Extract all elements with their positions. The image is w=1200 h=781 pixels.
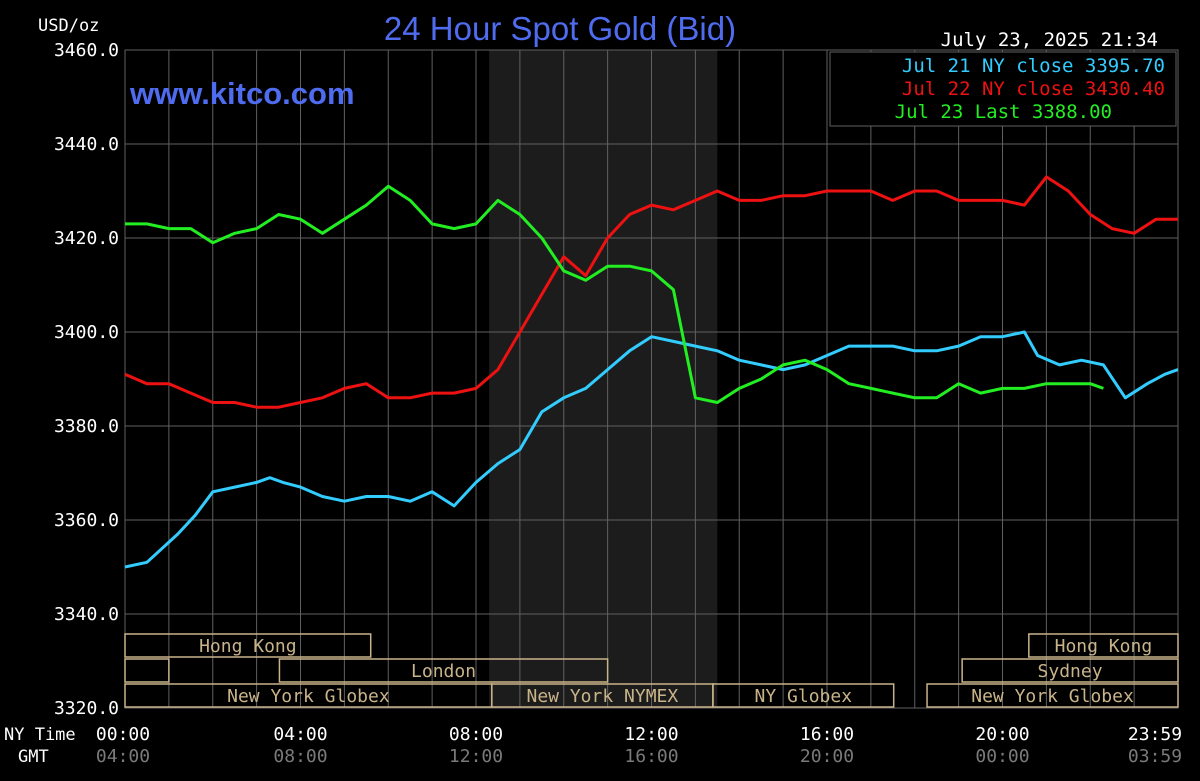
- session-box-frame: [1028, 633, 1179, 658]
- session-box: Hong Kong: [1028, 633, 1179, 658]
- series-line-jul21: [124, 330, 1179, 569]
- price-lines: [124, 175, 1179, 569]
- session-label: New York NYMEX: [527, 686, 679, 707]
- legend: Jul 21 NY close 3395.70 Jul 22 NY close …: [829, 51, 1177, 127]
- x-tick-label-gmt: 16:00: [624, 746, 678, 767]
- plot-frame: [124, 49, 1179, 709]
- y-tick-label: 3340.0: [54, 604, 119, 625]
- x-tick-label-gmt: 03:59: [1128, 746, 1182, 767]
- session-label: Hong Kong: [1055, 636, 1153, 657]
- y-tick-label: 3400.0: [54, 322, 119, 343]
- x-tick-label-gmt: 04:00: [96, 746, 150, 767]
- nymex-session-shade: [489, 50, 718, 708]
- legend-box: [829, 51, 1177, 127]
- trading-sessions: Hong Kong London New York Globex New York N…: [124, 633, 1179, 708]
- session-box-frame: [712, 683, 895, 708]
- x-tick-label-ny: 16:00: [800, 724, 854, 745]
- timestamp: July 23, 2025 21:34: [941, 29, 1158, 51]
- y-tick-label: 3320.0: [54, 698, 119, 719]
- x-tick-label-gmt: 08:00: [273, 746, 327, 767]
- session-box: Sydney: [961, 658, 1179, 683]
- session-box: New York Globex: [926, 683, 1179, 708]
- y-tick-label: 3380.0: [54, 416, 119, 437]
- session-box: Hong Kong: [124, 633, 372, 658]
- session-label: NY Globex: [755, 686, 853, 707]
- watermark: www.kitco.com: [129, 76, 355, 111]
- x-tick-label-ny: 12:00: [624, 724, 678, 745]
- units-label: USD/oz: [38, 16, 99, 36]
- x-tick-label-gmt: 20:00: [800, 746, 854, 767]
- session-box-frame: [926, 683, 1179, 708]
- y-tick-label: 3360.0: [54, 510, 119, 531]
- session-label: London: [411, 661, 476, 682]
- session-box-frame: [278, 658, 609, 683]
- ny-time-label: NY Time: [4, 725, 76, 745]
- series-line-jul22: [124, 175, 1178, 409]
- session-box-frame: [961, 658, 1179, 683]
- y-tick-label: 3460.0: [54, 40, 119, 61]
- session-label: Sydney: [1038, 661, 1103, 682]
- x-tick-label-gmt: 12:00: [449, 746, 503, 767]
- session-box-frame: [124, 658, 170, 683]
- x-axis-ticks: 00:0004:0004:0008:0008:0012:0012:0016:00…: [96, 724, 1182, 767]
- legend-entry-jul22: Jul 22 NY close 3430.40: [902, 78, 1165, 100]
- session-box: [124, 658, 170, 683]
- session-label: New York Globex: [227, 686, 390, 707]
- x-tick-label-ny: 00:00: [96, 724, 150, 745]
- chart-title: 24 Hour Spot Gold (Bid): [384, 10, 736, 47]
- x-tick-label-ny: 08:00: [449, 724, 503, 745]
- session-box: NY Globex: [712, 683, 895, 708]
- session-label: New York Globex: [971, 686, 1134, 707]
- x-tick-label-ny: 23:59: [1128, 724, 1182, 745]
- x-tick-label-gmt: 00:00: [975, 746, 1029, 767]
- legend-entry-jul23: Jul 23 Last 3388.00: [895, 101, 1112, 123]
- y-tick-label: 3420.0: [54, 228, 119, 249]
- legend-entry-jul21: Jul 21 NY close 3395.70: [902, 55, 1165, 77]
- x-tick-label-ny: 04:00: [273, 724, 327, 745]
- chart-grid: [124, 49, 1179, 709]
- session-label: Hong Kong: [199, 636, 297, 657]
- y-tick-label: 3440.0: [54, 134, 119, 155]
- y-axis-ticks: 3460.0 3440.0 3420.0 3400.0 3380.0 3360.0 3340…: [54, 40, 119, 719]
- series-line-jul23: [125, 184, 1104, 404]
- gmt-label: GMT: [18, 747, 49, 767]
- session-box-frame: [124, 633, 372, 658]
- x-tick-label-ny: 20:00: [975, 724, 1029, 745]
- session-box: London: [278, 658, 609, 683]
